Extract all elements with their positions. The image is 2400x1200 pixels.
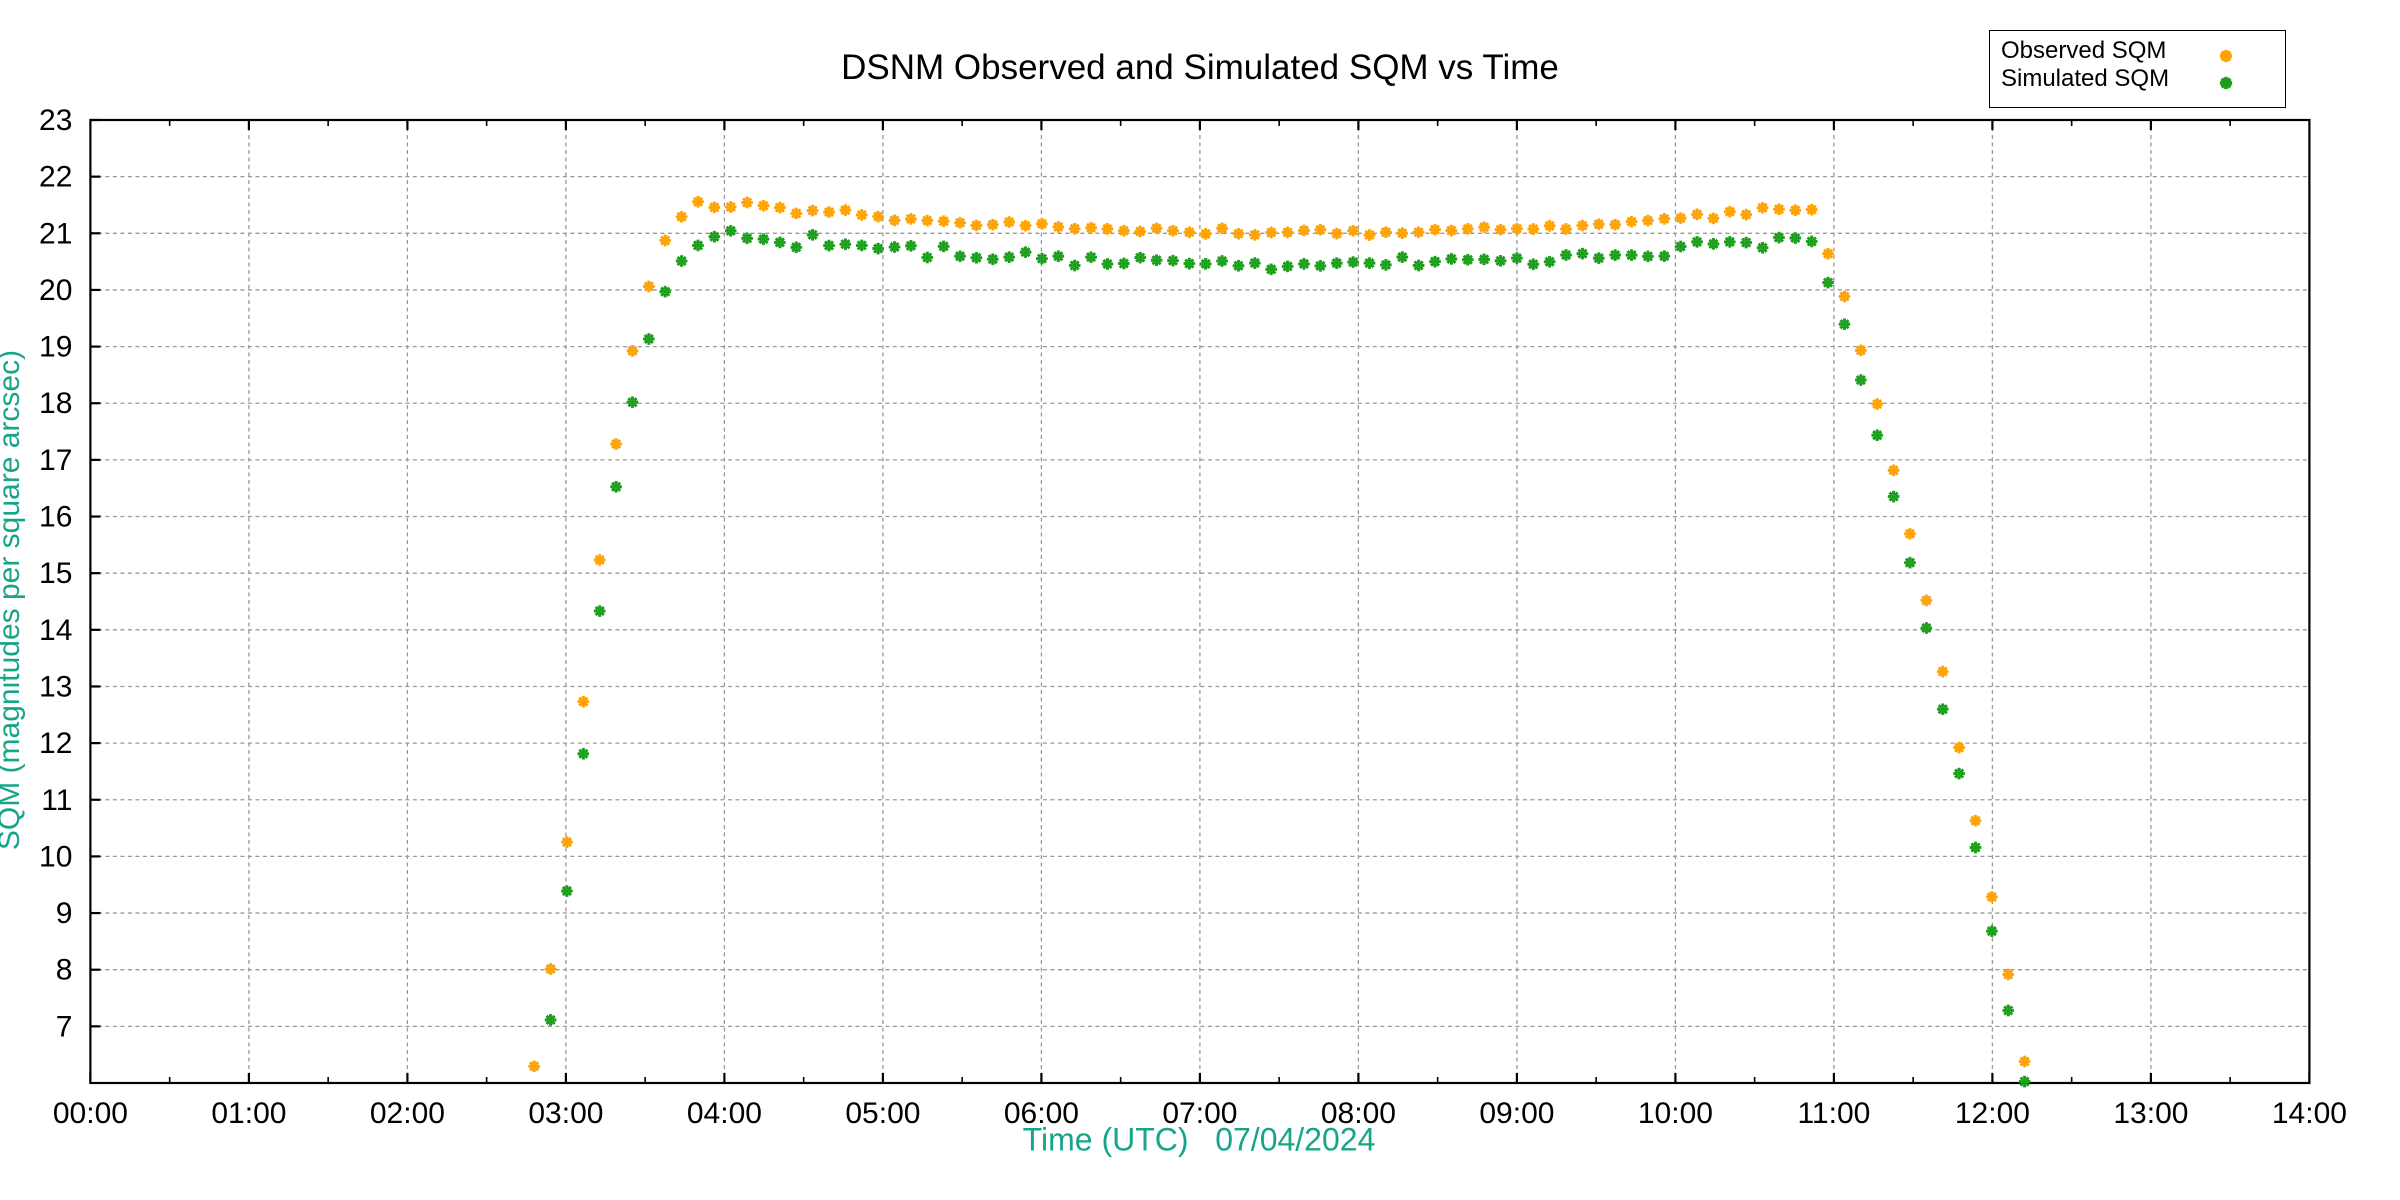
svg-text:02:00: 02:00 bbox=[370, 1097, 445, 1130]
svg-text:16: 16 bbox=[39, 501, 72, 534]
svg-text:7: 7 bbox=[56, 1010, 73, 1043]
svg-text:20: 20 bbox=[39, 274, 72, 307]
svg-text:04:00: 04:00 bbox=[687, 1097, 762, 1130]
svg-text:17: 17 bbox=[39, 444, 72, 477]
svg-text:15: 15 bbox=[39, 557, 72, 590]
svg-text:11: 11 bbox=[41, 784, 72, 817]
svg-text:9: 9 bbox=[56, 897, 73, 930]
svg-text:10: 10 bbox=[39, 840, 72, 873]
svg-text:18: 18 bbox=[39, 387, 72, 420]
svg-text:23: 23 bbox=[39, 104, 72, 137]
svg-text:14: 14 bbox=[39, 614, 72, 647]
svg-text:10:00: 10:00 bbox=[1638, 1097, 1713, 1130]
svg-text:12:00: 12:00 bbox=[1955, 1097, 2030, 1130]
svg-text:12: 12 bbox=[39, 727, 72, 760]
svg-text:11:00: 11:00 bbox=[1797, 1097, 1870, 1130]
svg-text:00:00: 00:00 bbox=[53, 1097, 128, 1130]
svg-text:05:00: 05:00 bbox=[845, 1097, 920, 1130]
svg-text:22: 22 bbox=[39, 161, 72, 194]
svg-text:13:00: 13:00 bbox=[2113, 1097, 2188, 1130]
svg-text:8: 8 bbox=[56, 954, 73, 987]
svg-text:13: 13 bbox=[39, 671, 72, 704]
svg-text:01:00: 01:00 bbox=[211, 1097, 286, 1130]
svg-text:09:00: 09:00 bbox=[1479, 1097, 1554, 1130]
svg-text:21: 21 bbox=[39, 217, 72, 250]
svg-text:19: 19 bbox=[39, 331, 72, 364]
svg-text:14:00: 14:00 bbox=[2272, 1097, 2347, 1130]
svg-text:03:00: 03:00 bbox=[528, 1097, 603, 1130]
